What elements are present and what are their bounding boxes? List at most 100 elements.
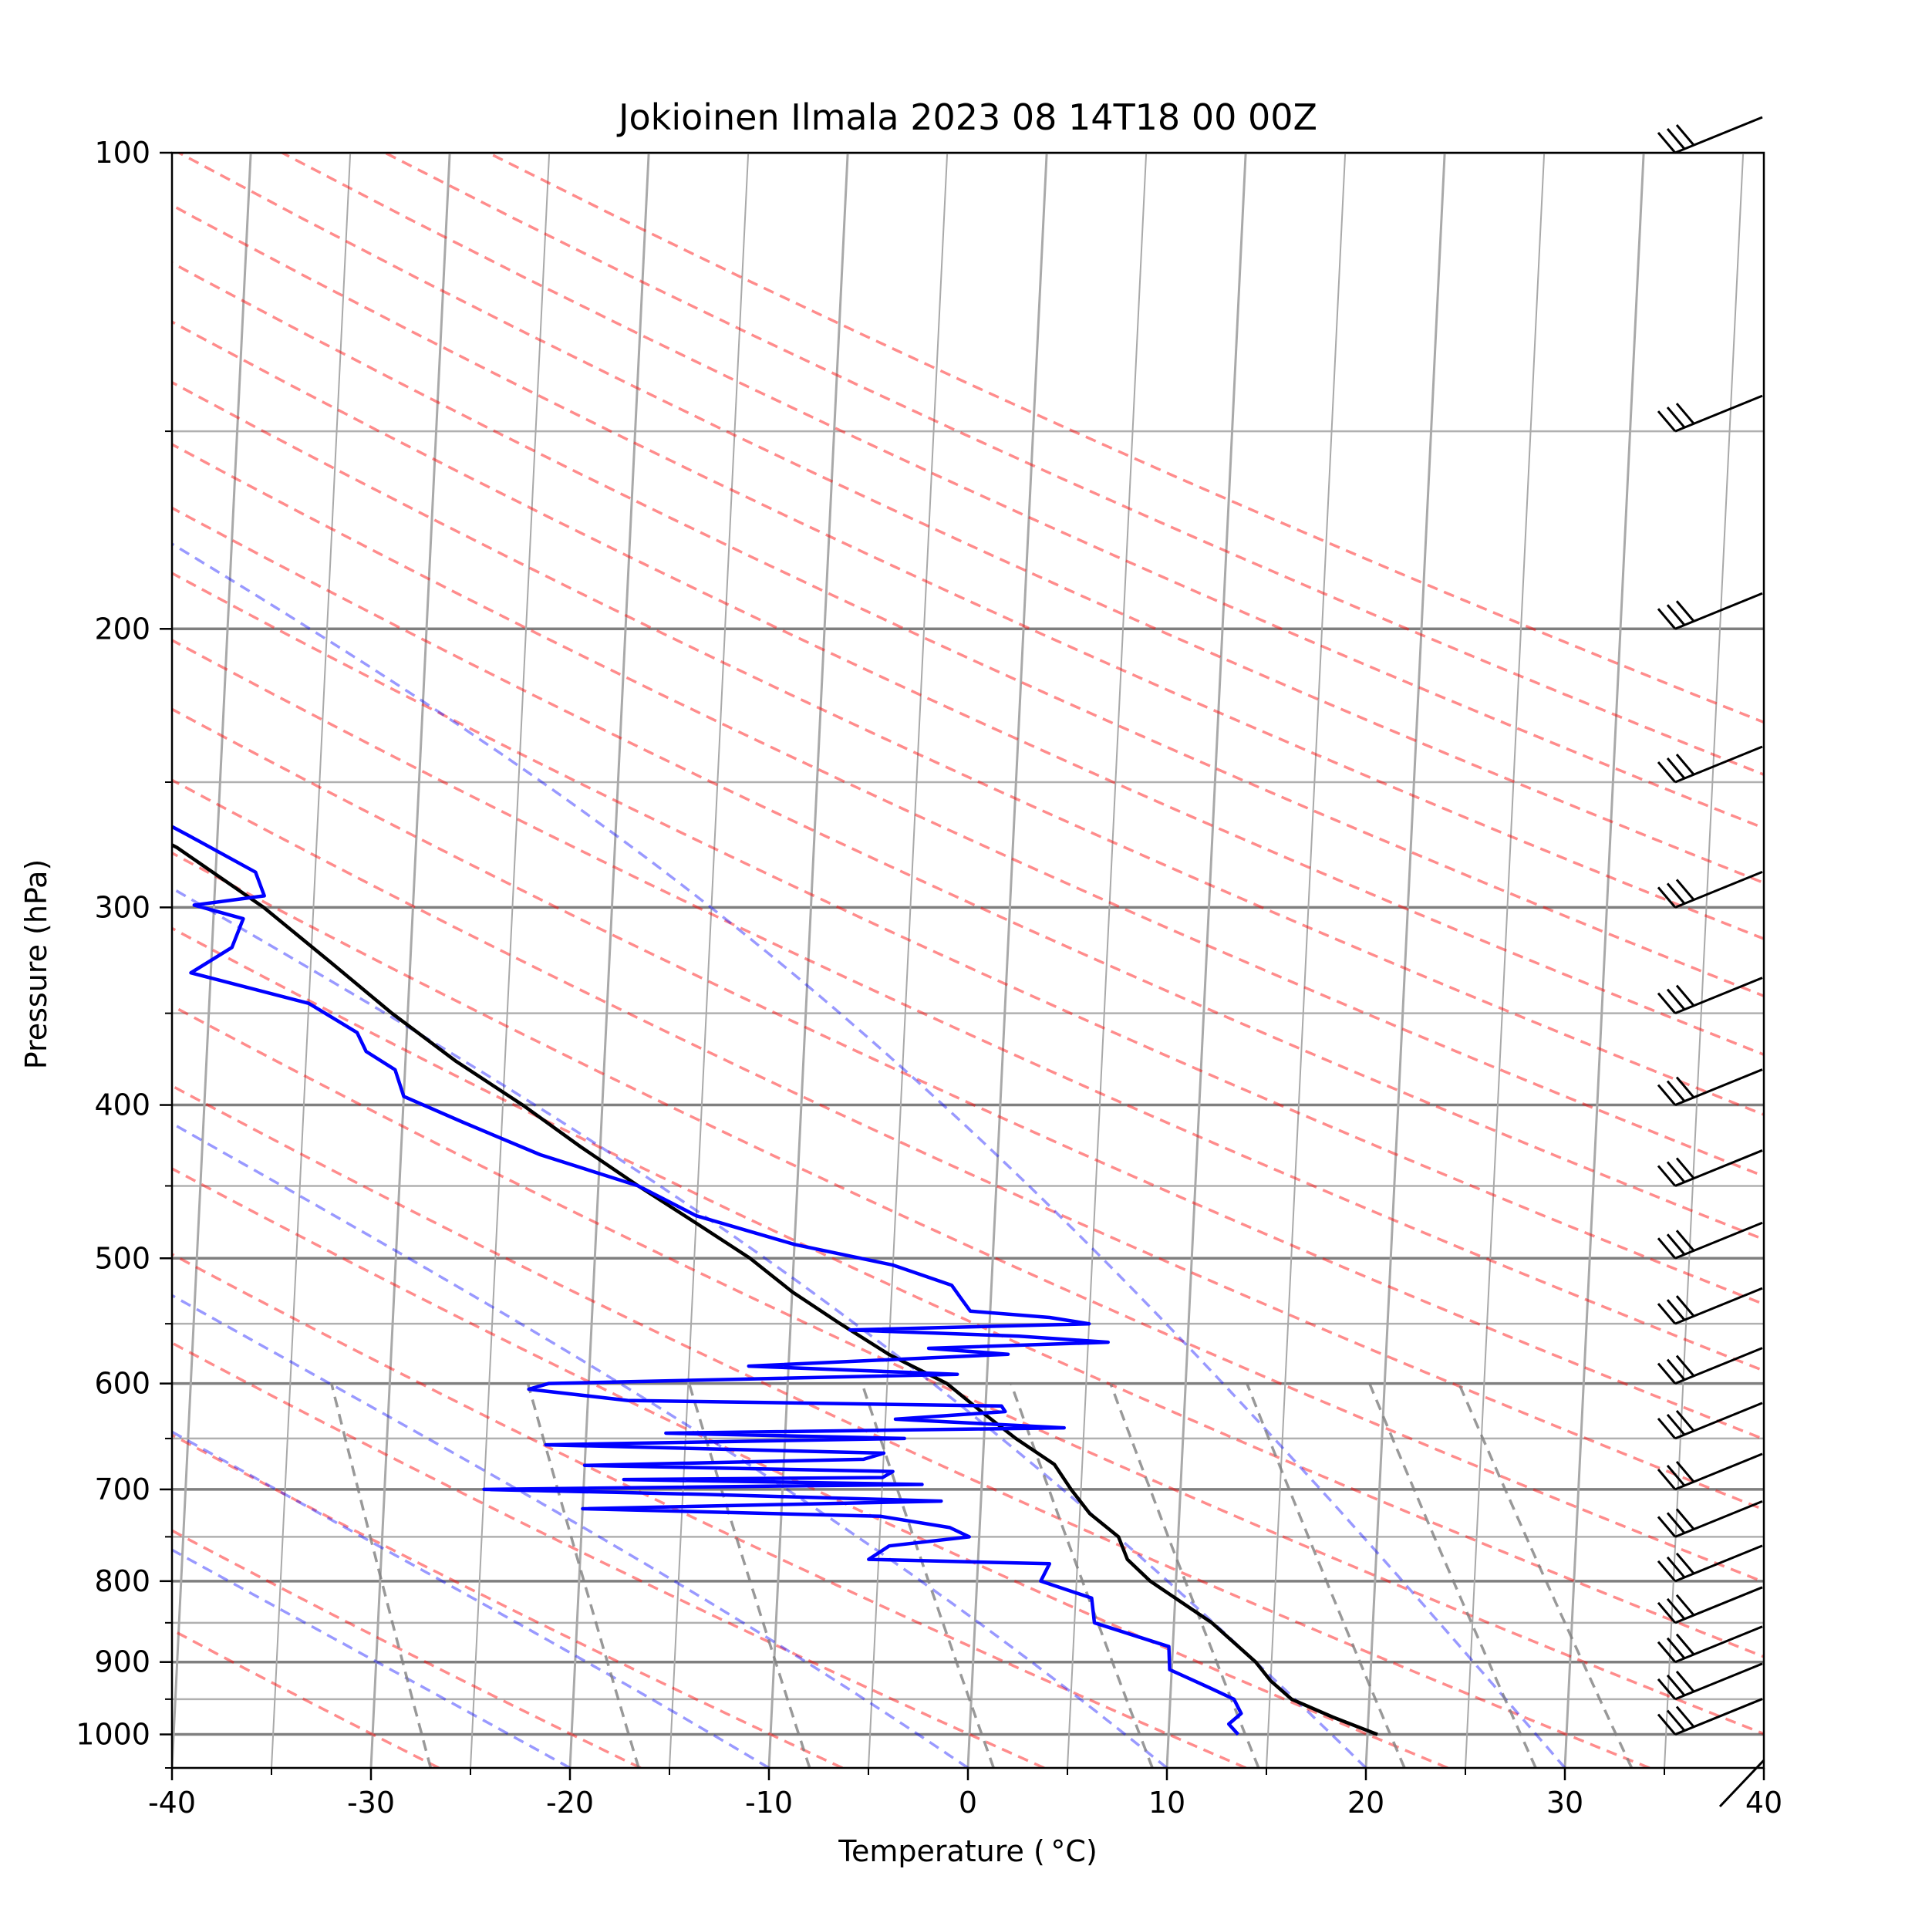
wind-barb	[1657, 1149, 1763, 1187]
isotherm-line	[568, 153, 650, 1768]
wind-barb	[1657, 870, 1763, 909]
isotherm-line	[966, 153, 1048, 1768]
isotherm-line	[1762, 1744, 1764, 1768]
wind-barb	[1657, 1698, 1763, 1736]
wind-barb	[1657, 116, 1763, 154]
moist-adiabat-line	[172, 886, 1367, 1768]
x-tick-label: -10	[745, 1786, 793, 1820]
y-tick-label: 1000	[76, 1718, 150, 1752]
dry-adiabat-line	[172, 926, 1764, 1658]
isotherm-line	[1266, 153, 1347, 1768]
isotherm-line	[1465, 153, 1546, 1768]
dry-adiabat-line	[172, 1529, 642, 1768]
dry-adiabat-line	[172, 1341, 1045, 1768]
background-lines	[72, 153, 1932, 1768]
dry-adiabat-line	[172, 707, 1764, 1441]
y-tick-label: 600	[94, 1367, 150, 1401]
dewpoint-line	[172, 825, 1243, 1736]
axes: -40 -30 -20 -10 0 10 20 30 40 100 200 300 400 500 600 7…	[76, 136, 1782, 1820]
dry-adiabat-line	[172, 851, 1764, 1584]
mixing-ratio-line	[330, 1383, 433, 1768]
dry-adiabat-line	[172, 1084, 1650, 1768]
isotherm-line	[669, 153, 750, 1768]
wind-barb	[1657, 1499, 1763, 1538]
moist-adiabat-line	[172, 542, 1566, 1768]
wind-barb	[1657, 745, 1763, 784]
chart-title: Jokioinen Ilmala 2023 08 14T18 00 00Z	[616, 96, 1317, 138]
isotherm-line	[72, 153, 151, 1768]
dry-adiabat-line	[172, 506, 1764, 1241]
isotherm-line	[1165, 153, 1247, 1768]
dry-adiabat-line	[172, 204, 1764, 940]
dry-adiabat-line	[172, 778, 1764, 1511]
moist-adiabat-line	[172, 1122, 1168, 1768]
x-tick-label: -30	[347, 1786, 395, 1820]
y-tick-label: 700	[94, 1473, 150, 1506]
dry-adiabat-line	[172, 1253, 1247, 1768]
mixing-ratio-line	[1109, 1382, 1260, 1768]
dry-adiabat-line	[172, 572, 1764, 1306]
y-tick-label: 800	[94, 1564, 150, 1598]
isotherm-line	[1863, 153, 1932, 1768]
x-tick-label: 10	[1148, 1786, 1185, 1820]
isotherm-line	[1563, 153, 1645, 1768]
isotherm-line	[1664, 153, 1745, 1768]
moist-adiabat-line	[172, 1548, 571, 1768]
mixing-ratio-line	[1457, 1382, 1634, 1768]
isotherm-line	[1364, 153, 1446, 1768]
y-tick-label: 500	[94, 1241, 150, 1275]
dry-adiabat-line	[487, 153, 1764, 724]
x-axis-label: Temperature ( °C)	[838, 1834, 1097, 1868]
isotherm-line	[271, 153, 352, 1768]
y-axis-label: Pressure (hPa)	[19, 859, 53, 1070]
wind-barb	[1657, 394, 1763, 433]
mixing-ratio-line	[1246, 1382, 1406, 1768]
wind-barb	[1657, 977, 1763, 1015]
y-tick-label: 200	[94, 612, 150, 646]
y-tick-label: 100	[94, 136, 150, 170]
dry-adiabat-line	[281, 153, 1764, 830]
moist-adiabat-line	[172, 1294, 969, 1768]
temperature-line	[172, 842, 1378, 1736]
dry-adiabat-line	[172, 1004, 1764, 1736]
wind-barb	[1657, 1402, 1763, 1440]
x-tick-label: 0	[959, 1786, 977, 1820]
dry-adiabat-line	[172, 380, 1764, 1116]
x-tick-label: -40	[148, 1786, 196, 1820]
dry-adiabat-line	[178, 153, 1764, 885]
wind-barb	[1657, 1287, 1763, 1325]
dry-adiabat-line	[172, 261, 1764, 998]
wind-barb	[1657, 1544, 1763, 1583]
mixing-ratio-line	[526, 1383, 640, 1768]
y-tick-label: 300	[94, 890, 150, 924]
mixing-ratio-line	[861, 1383, 995, 1768]
sounding-lines	[172, 825, 1378, 1736]
y-tick-label: 900	[94, 1645, 150, 1679]
wind-barb	[1657, 1586, 1763, 1624]
mixing-ratio-line	[1010, 1383, 1154, 1768]
wind-barb	[1657, 1221, 1763, 1260]
dry-adiabat-line	[172, 443, 1764, 1178]
x-tick-label: 30	[1546, 1786, 1583, 1820]
wind-barb	[1657, 1347, 1763, 1385]
isotherm-line	[1067, 153, 1148, 1768]
wind-barb	[1657, 592, 1763, 630]
isotherm-line	[470, 153, 551, 1768]
dry-adiabat-line	[172, 320, 1764, 1057]
isotherm-line	[767, 153, 849, 1768]
mixing-ratio-line	[687, 1383, 811, 1768]
wind-barb	[1657, 1452, 1763, 1491]
wind-barb	[1657, 1625, 1763, 1664]
mixing-ratio-line	[1368, 1382, 1537, 1768]
x-tick-label: 20	[1347, 1786, 1384, 1820]
wind-barbs	[1657, 116, 1765, 1808]
x-tick-label: -20	[546, 1786, 594, 1820]
dry-adiabat-line	[172, 639, 1764, 1372]
wind-barb	[1657, 1662, 1763, 1701]
x-tick-label: 40	[1745, 1786, 1782, 1820]
y-tick-label: 400	[94, 1088, 150, 1122]
dry-adiabat-line	[172, 1167, 1448, 1768]
dry-adiabat-line	[172, 1628, 440, 1768]
wind-barb	[1657, 1068, 1763, 1106]
